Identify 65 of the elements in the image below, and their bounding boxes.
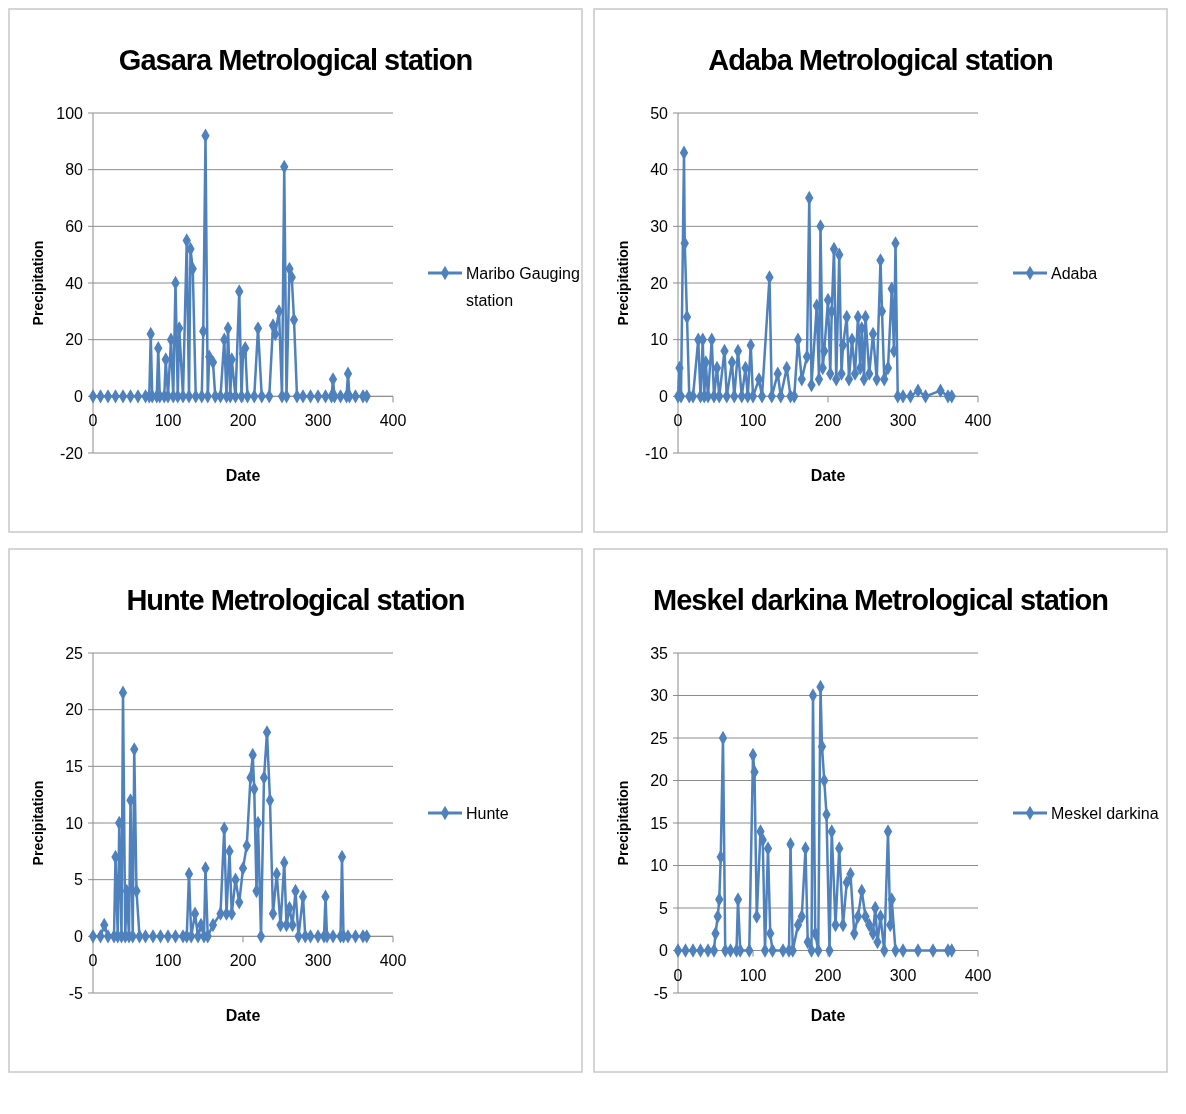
y-tick-label: -5 xyxy=(68,984,84,1002)
x-tick-label: 300 xyxy=(304,412,332,430)
y-tick-label: 5 xyxy=(74,871,84,889)
x-tick-label: 0 xyxy=(673,966,683,984)
x-tick-label: 200 xyxy=(229,952,257,970)
x-tick-label: 100 xyxy=(739,412,767,430)
chart-title: Hunte Metrological station xyxy=(126,584,465,616)
x-tick-label: 400 xyxy=(379,952,407,970)
legend-label: Hunte xyxy=(466,804,509,822)
y-tick-label: 100 xyxy=(56,104,84,122)
x-tick-label: 200 xyxy=(229,412,257,430)
x-tick-label: 300 xyxy=(304,952,332,970)
legend-label: Meskel darkina xyxy=(1051,804,1159,822)
x-tick-label: 400 xyxy=(964,966,992,984)
y-tick-label: 40 xyxy=(650,161,669,179)
x-axis-title: Date xyxy=(810,467,846,484)
x-tick-label: 300 xyxy=(889,412,917,430)
x-tick-label: 100 xyxy=(154,952,182,970)
y-tick-label: 15 xyxy=(650,814,669,832)
y-tick-label: 0 xyxy=(74,387,84,405)
y-tick-label: 20 xyxy=(65,701,84,719)
y-tick-label: 20 xyxy=(650,274,669,292)
y-tick-label: 15 xyxy=(65,757,84,775)
y-tick-label: 10 xyxy=(650,331,669,349)
y-tick-label: 10 xyxy=(650,857,669,875)
y-tick-label: 30 xyxy=(650,217,669,235)
x-axis-title: Date xyxy=(810,1007,846,1024)
y-tick-label: 50 xyxy=(650,104,669,122)
y-axis-title: Precipitation xyxy=(30,780,46,866)
y-axis-title: Precipitation xyxy=(615,240,631,326)
y-tick-label: 10 xyxy=(65,814,84,832)
x-tick-label: 200 xyxy=(814,966,842,984)
y-tick-label: 30 xyxy=(650,687,669,705)
y-axis-title: Precipitation xyxy=(30,240,46,326)
legend-label: Adaba xyxy=(1051,264,1098,282)
x-tick-label: 0 xyxy=(673,412,683,430)
y-tick-label: 20 xyxy=(650,772,669,790)
x-tick-label: 400 xyxy=(379,412,407,430)
y-tick-label: 5 xyxy=(659,899,669,917)
x-tick-label: 200 xyxy=(814,412,842,430)
x-tick-label: 400 xyxy=(964,412,992,430)
y-tick-label: 35 xyxy=(650,644,669,662)
chart-title: Gasara Metrological station xyxy=(118,44,473,76)
y-tick-label: 60 xyxy=(65,217,84,235)
x-axis-title: Date xyxy=(225,1007,261,1024)
y-tick-label: 25 xyxy=(65,644,84,662)
y-tick-label: -20 xyxy=(59,444,84,462)
y-tick-label: 80 xyxy=(65,161,84,179)
x-tick-label: 0 xyxy=(88,952,98,970)
y-tick-label: 0 xyxy=(659,387,669,405)
legend-label: Maribo Gauging station xyxy=(466,264,580,309)
y-tick-label: -10 xyxy=(644,444,669,462)
y-tick-label: 25 xyxy=(650,729,669,747)
x-tick-label: 100 xyxy=(739,966,767,984)
x-tick-label: 0 xyxy=(88,412,98,430)
y-tick-label: 40 xyxy=(65,274,84,292)
y-tick-label: 20 xyxy=(65,331,84,349)
x-tick-label: 100 xyxy=(154,412,182,430)
x-tick-label: 300 xyxy=(889,966,917,984)
y-axis-title: Precipitation xyxy=(615,780,631,866)
y-tick-label: 0 xyxy=(74,927,84,945)
x-axis-title: Date xyxy=(225,467,261,484)
y-tick-label: -5 xyxy=(653,984,669,1002)
chart-title: Meskel darkina Metrological station xyxy=(653,584,1108,616)
chart-title: Adaba Metrological station xyxy=(708,44,1053,76)
